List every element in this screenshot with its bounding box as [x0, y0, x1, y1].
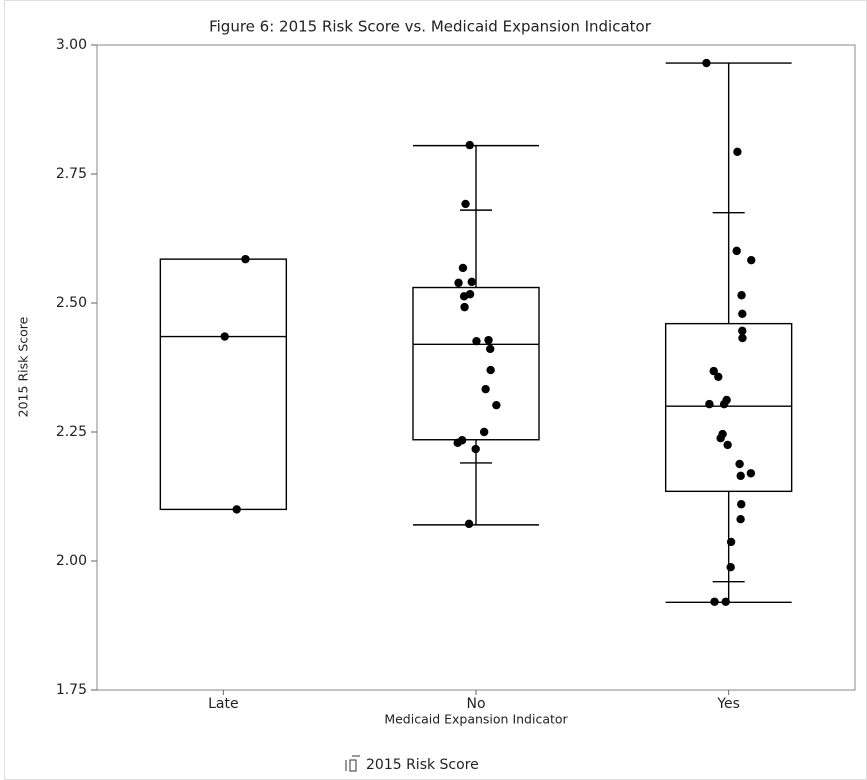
data-point — [241, 254, 250, 264]
data-point — [738, 333, 747, 343]
data-point — [747, 255, 756, 265]
y-tick-label: 1.75 — [56, 682, 87, 698]
data-point — [721, 597, 730, 606]
data-point — [738, 326, 747, 336]
data-point — [467, 277, 476, 287]
chart-title: Figure 6: 2015 Risk Score vs. Medicaid E… — [209, 18, 652, 36]
data-point — [459, 292, 469, 301]
data-point — [735, 459, 744, 469]
box — [664, 322, 793, 493]
data-point — [454, 278, 463, 288]
data-point — [464, 519, 474, 529]
data-point — [716, 433, 725, 443]
data-point — [461, 199, 470, 209]
data-point — [714, 372, 723, 381]
y-tick-label: 2.25 — [56, 424, 87, 440]
data-point — [486, 344, 495, 354]
data-point — [719, 399, 729, 409]
y-tick-label: 3.00 — [56, 37, 87, 53]
data-point — [481, 384, 490, 394]
data-point — [479, 427, 489, 437]
data-point — [726, 562, 735, 572]
data-point — [486, 365, 495, 375]
data-point — [710, 597, 719, 606]
data-point — [220, 332, 229, 341]
data-point — [465, 140, 474, 150]
x-tick-label: Late — [208, 696, 238, 712]
legend-label: 2015 Risk Score — [366, 757, 479, 773]
data-point — [726, 537, 736, 547]
data-point — [737, 291, 746, 300]
data-point — [453, 438, 462, 448]
data-point — [471, 444, 480, 454]
data-point — [723, 440, 732, 450]
data-point — [492, 400, 501, 410]
x-tick-label: Yes — [716, 696, 740, 712]
data-point — [732, 246, 741, 256]
data-point — [736, 515, 745, 524]
chart-frame — [4, 0, 867, 780]
x-axis-label: Medicaid Expansion Indicator — [384, 712, 568, 727]
data-point — [484, 335, 493, 345]
data-point — [709, 366, 718, 376]
y-tick-label: 2.50 — [56, 295, 87, 311]
legend: 2015 Risk Score — [345, 755, 479, 773]
data-point — [460, 302, 469, 312]
data-point — [458, 263, 468, 273]
box — [412, 286, 540, 441]
x-tick-label: No — [466, 696, 485, 712]
data-point — [702, 58, 711, 68]
data-point — [738, 309, 747, 319]
data-point — [472, 336, 481, 346]
y-axis-label: 2015 Risk Score — [16, 316, 31, 417]
data-point — [736, 471, 745, 481]
data-point — [737, 500, 746, 509]
data-point — [232, 505, 241, 514]
data-point — [705, 399, 714, 409]
legend-icon — [345, 755, 360, 772]
data-point — [733, 147, 742, 157]
y-tick-label: 2.75 — [56, 166, 87, 182]
data-point — [746, 469, 756, 478]
box — [159, 258, 288, 511]
y-tick-label: 2.00 — [56, 553, 87, 569]
